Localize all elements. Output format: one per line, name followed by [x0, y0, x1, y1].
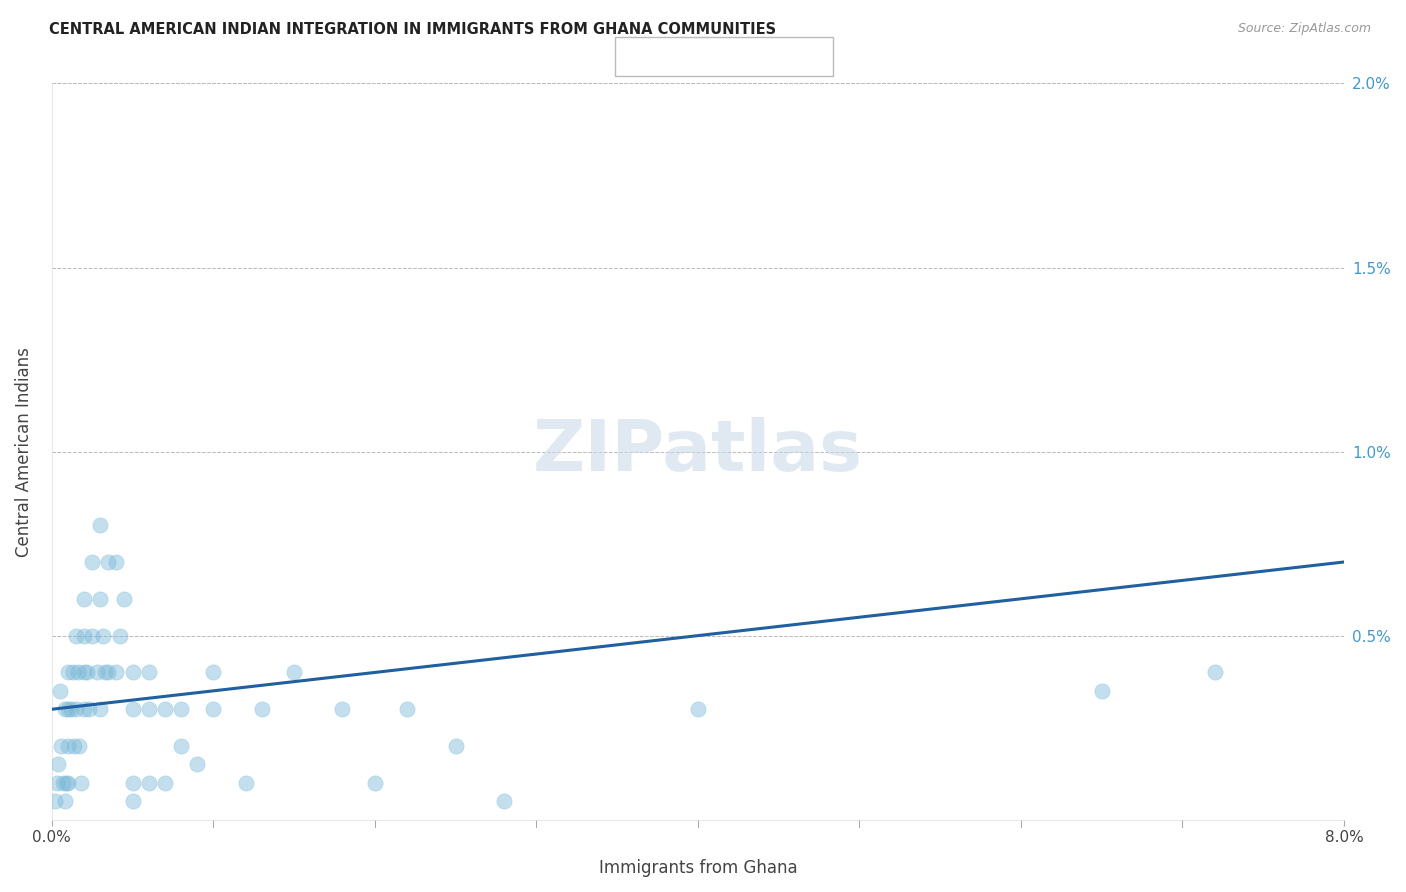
Text: Source: ZipAtlas.com: Source: ZipAtlas.com — [1237, 22, 1371, 36]
Point — [121, 665, 143, 680]
Point — [77, 702, 100, 716]
Point — [202, 702, 225, 716]
Point — [153, 776, 176, 790]
Point — [332, 702, 354, 716]
Text: CENTRAL AMERICAN INDIAN INTEGRATION IN IMMIGRANTS FROM GHANA COMMUNITIES: CENTRAL AMERICAN INDIAN INTEGRATION IN I… — [49, 22, 776, 37]
Point — [93, 629, 115, 643]
Point — [86, 665, 108, 680]
Point — [56, 739, 79, 753]
Point — [73, 665, 96, 680]
Point — [89, 702, 111, 716]
Point — [138, 776, 160, 790]
Point — [121, 794, 143, 808]
Point — [53, 702, 76, 716]
Point — [170, 702, 193, 716]
Point — [89, 591, 111, 606]
Point — [52, 776, 75, 790]
Text: ZIPatlas: ZIPatlas — [533, 417, 863, 486]
Point — [65, 702, 87, 716]
Point — [51, 739, 73, 753]
Point — [235, 776, 257, 790]
Point — [186, 757, 208, 772]
Point — [105, 665, 128, 680]
Point — [108, 629, 131, 643]
Point — [97, 665, 120, 680]
Point — [1091, 683, 1114, 698]
Point — [94, 665, 117, 680]
Point — [444, 739, 467, 753]
Point — [62, 665, 84, 680]
Point — [56, 702, 79, 716]
Point — [105, 555, 128, 569]
Point — [686, 702, 709, 716]
Point — [73, 591, 96, 606]
Point — [76, 665, 98, 680]
Point — [364, 776, 387, 790]
Point — [56, 665, 79, 680]
Point — [138, 665, 160, 680]
Point — [250, 702, 273, 716]
Point — [63, 739, 86, 753]
Point — [46, 757, 69, 772]
Point — [60, 702, 83, 716]
Point — [49, 683, 72, 698]
Point — [138, 702, 160, 716]
Point — [82, 555, 104, 569]
Point — [73, 629, 96, 643]
Point — [55, 776, 77, 790]
Point — [121, 776, 143, 790]
Point — [283, 665, 305, 680]
Point — [202, 665, 225, 680]
Point — [396, 702, 419, 716]
Point — [45, 776, 67, 790]
Point — [97, 555, 120, 569]
Point — [121, 702, 143, 716]
Text: 66: 66 — [762, 47, 783, 65]
Point — [56, 776, 79, 790]
Point — [73, 702, 96, 716]
Text: 0.204: 0.204 — [666, 47, 714, 65]
Point — [492, 794, 515, 808]
Point — [89, 518, 111, 533]
X-axis label: Immigrants from Ghana: Immigrants from Ghana — [599, 859, 797, 877]
Text: N =: N = — [720, 47, 768, 65]
Text: R =: R = — [630, 47, 665, 65]
Point — [53, 794, 76, 808]
Point — [66, 665, 89, 680]
Point — [69, 776, 91, 790]
Point — [67, 739, 90, 753]
Point — [114, 591, 136, 606]
Point — [153, 702, 176, 716]
Point — [44, 794, 66, 808]
Y-axis label: Central American Indians: Central American Indians — [15, 347, 32, 557]
Point — [1204, 665, 1226, 680]
Point — [170, 739, 193, 753]
Point — [65, 629, 87, 643]
Point — [82, 629, 104, 643]
